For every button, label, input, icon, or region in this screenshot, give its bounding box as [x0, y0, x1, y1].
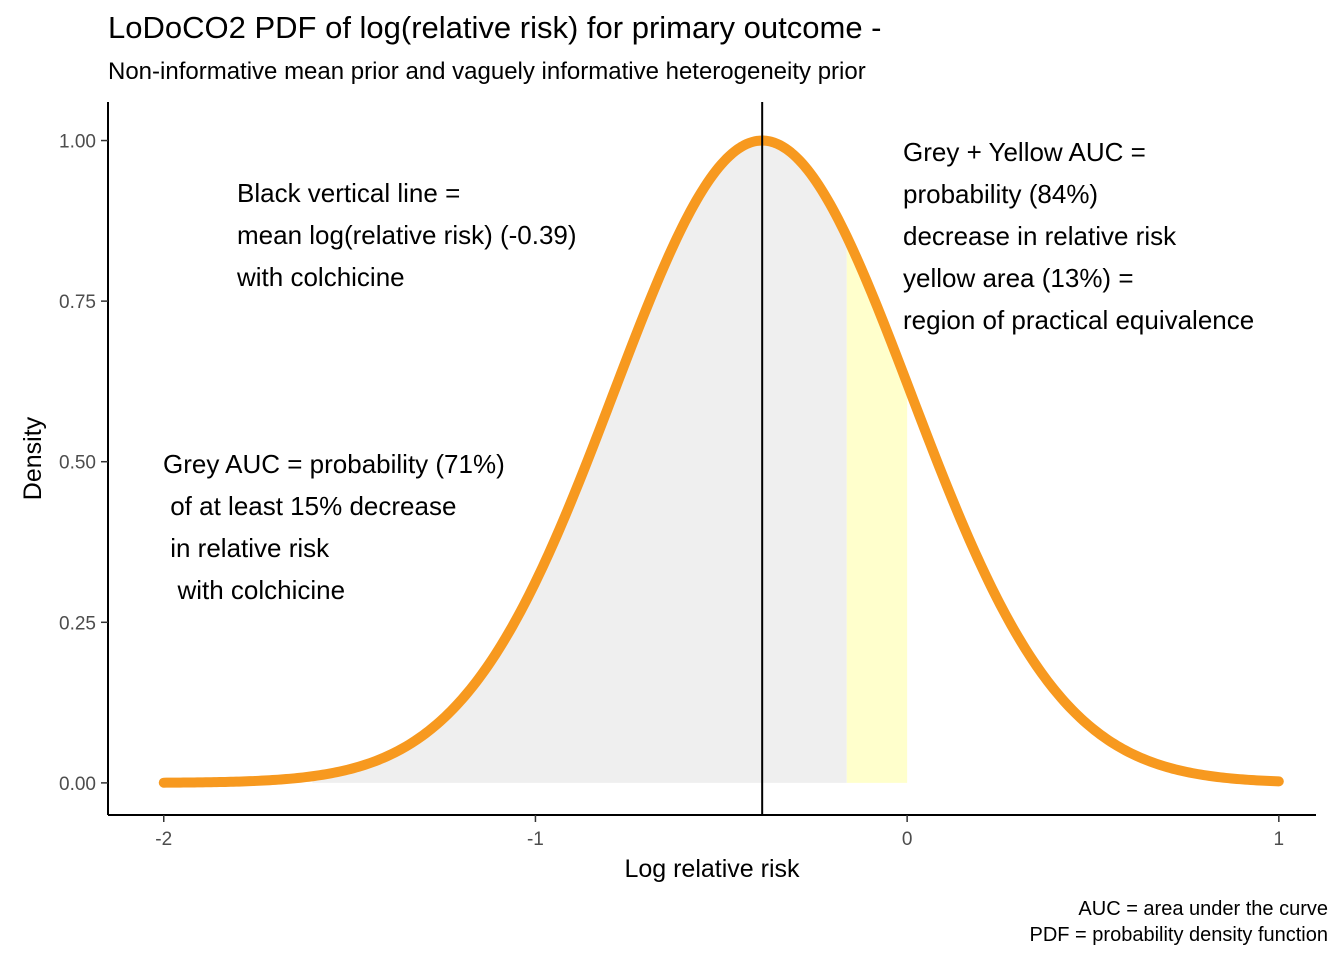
y-tick-label: 0.00 [59, 774, 96, 795]
annotation-line: probability (84%) [903, 179, 1098, 209]
annotation-vline-note: Black vertical line = mean log(relative r… [236, 178, 577, 292]
annotation-line: of at least 15% decrease [163, 491, 456, 521]
region-yellow [846, 236, 908, 783]
x-tick-label: -1 [527, 829, 544, 850]
annotation-line: in relative risk [163, 533, 330, 563]
x-tick-label: 0 [902, 829, 913, 850]
x-tick-label: 1 [1274, 829, 1285, 850]
annotation-line: mean log(relative risk) (-0.39) [237, 220, 577, 250]
annotation-line: decrease in relative risk [903, 221, 1177, 251]
y-tick-label: 1.00 [59, 132, 96, 153]
density-curve [158, 135, 1284, 788]
region-grey [312, 140, 847, 783]
y-tick-label: 0.50 [59, 453, 96, 474]
annotation-grey-note: Grey AUC = probability (71%) of at least… [163, 449, 505, 605]
annotation-line: region of practical equivalence [903, 305, 1254, 335]
annotation-line: with colchicine [163, 575, 345, 605]
y-tick-label: 0.75 [59, 292, 96, 313]
chart-title: LoDoCO2 PDF of log(relative risk) for pr… [108, 10, 882, 45]
annotation-yellow-note: Grey + Yellow AUC = probability (84%) decr… [903, 137, 1254, 335]
x-tick-label: -2 [155, 829, 172, 850]
annotation-line: Grey + Yellow AUC = [903, 137, 1146, 167]
y-axis-title: Density [19, 416, 47, 500]
annotation-line: yellow area (13%) = [903, 263, 1134, 293]
x-axis-title: Log relative risk [624, 855, 800, 883]
caption-line-auc: AUC = area under the curve [1078, 898, 1328, 920]
caption-line-pdf: PDF = probability density function [1029, 924, 1329, 946]
y-tick-label: 0.25 [59, 613, 96, 634]
annotation-line: Grey AUC = probability (71%) [163, 449, 505, 479]
annotation-line: with colchicine [236, 262, 405, 292]
annotation-line: Black vertical line = [237, 178, 460, 208]
chart-caption: AUC = area under the curve PDF = probabi… [1030, 896, 1329, 948]
chart-subtitle: Non-informative mean prior and vaguely i… [108, 58, 866, 85]
